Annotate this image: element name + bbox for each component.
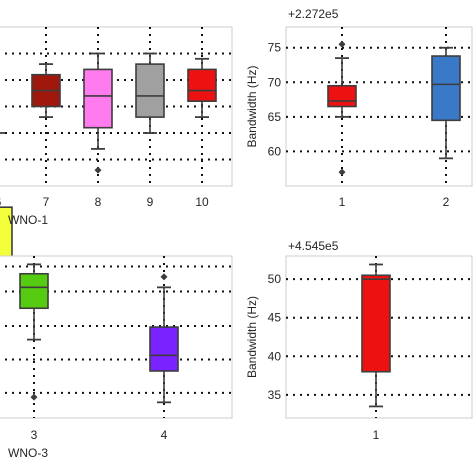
panel-top-right: 1 2 60 65 70 75 Bandwidth (Hz) +2.272e5 [245,7,473,209]
x-tick-label: 6 [0,195,2,209]
x-axis-label: WNO-3 [8,446,48,460]
box-1 [327,84,357,108]
outlier-point [338,168,346,176]
y-tick-label: 75 [268,41,282,55]
outlier-point [338,40,346,48]
axis-offset-label: +4.545e5 [288,239,339,253]
y-tick-label: 65 [268,110,282,124]
box-8 [83,68,113,129]
box-10 [187,68,217,103]
panel-bottom-left: 3 4 WNO-3 [0,255,233,460]
outlier-point [30,393,38,401]
x-tick-label: 1 [339,195,346,209]
x-tick-label: 1 [373,428,380,442]
box-4 [149,326,179,372]
panel-bottom-right: 1 35 40 45 50 Bandwidth (Hz) +4.545e5 [245,239,473,442]
y-tick-label: 70 [268,75,282,89]
x-tick-label: 4 [161,428,168,442]
x-tick-label: 2 [443,195,450,209]
x-tick-label: 9 [147,195,154,209]
box-9 [135,63,165,118]
x-axis-label: WNO-1 [8,213,48,227]
x-tick-label: 10 [195,195,209,209]
x-tick-label: 3 [31,428,38,442]
x-tick-label: 7 [43,195,50,209]
y-axis-label: Bandwidth (Hz) [245,65,259,147]
y-tick-label: 35 [268,388,282,402]
x-tick-label: 8 [95,195,102,209]
outlier-point [94,166,102,174]
y-axis-label: Bandwidth (Hz) [245,296,259,378]
y-tick-label: 45 [268,311,282,325]
box-2 [431,55,461,122]
outlier-point [160,273,168,281]
panel-top-left: 6 7 8 9 10 WNO-1 [0,26,233,373]
box-3 [19,272,49,310]
y-tick-label: 50 [268,272,282,286]
y-tick-label: 40 [268,349,282,363]
box-1 [361,274,391,373]
axis-offset-label: +2.272e5 [288,7,339,21]
y-tick-label: 60 [268,144,282,158]
